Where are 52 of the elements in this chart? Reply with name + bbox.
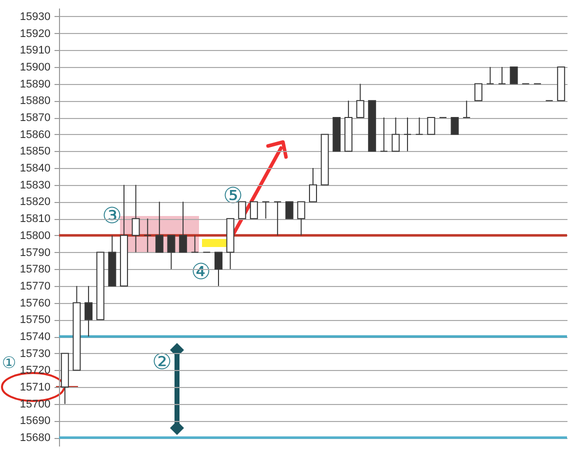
candlestick: [262, 201, 270, 220]
candlestick: [179, 201, 188, 253]
y-tick-label: 15690: [20, 415, 50, 428]
y-tick-label: 15820: [20, 196, 50, 208]
y-tick-label: 15870: [20, 112, 50, 124]
text: ①: [2, 355, 16, 372]
candlestick: [84, 285, 93, 337]
y-tick-label: 15930: [20, 10, 50, 23]
candlestick: [155, 201, 164, 253]
y-tick-label: 15710: [20, 382, 50, 394]
y-tick-label: 15850: [20, 146, 50, 158]
candlestick: [297, 201, 306, 236]
y-tick-label: 15780: [20, 264, 50, 276]
candlestick: [190, 234, 199, 253]
y-tick-label: 15840: [20, 162, 50, 175]
candlestick: [498, 66, 506, 84]
y-tick-label: 15740: [20, 331, 50, 343]
candlestick: [392, 117, 400, 152]
y-tick-label: 15880: [20, 95, 50, 108]
y-tick-label: 15750: [20, 314, 50, 326]
candlestick: [510, 66, 518, 84]
y-tick-label: 15830: [20, 179, 50, 192]
y-tick-label: 15700: [20, 398, 50, 410]
candlestick: [274, 201, 282, 236]
candlestick: [415, 117, 424, 135]
candlestick: [285, 201, 294, 220]
y-tick-label: 15680: [20, 432, 50, 444]
candlestick: [356, 83, 364, 118]
candlestick: [486, 66, 494, 84]
candlestick: [427, 117, 436, 135]
candlestick: [167, 234, 176, 270]
candlestick: [462, 100, 471, 118]
y-tick-label: 15900: [20, 61, 50, 74]
candlestick: [309, 168, 317, 202]
y-tick-label: 15910: [20, 44, 50, 57]
y-tick-label: 15760: [20, 297, 50, 310]
y-tick-label: 15860: [20, 128, 50, 141]
y-tick-label: 15890: [20, 78, 50, 90]
y-tick-label: 15810: [20, 213, 50, 226]
candlestick: [474, 83, 482, 102]
candlestick: [214, 252, 222, 286]
candlestick: [450, 117, 459, 135]
y-tick-label: 15800: [20, 230, 50, 242]
y-tick-label: 15730: [20, 348, 50, 360]
candlestick: [380, 117, 388, 152]
y-tick-label: 15790: [20, 246, 50, 259]
candlestick: [250, 201, 258, 220]
candlestick: [132, 184, 140, 253]
y-tick-label: 15770: [20, 280, 50, 292]
y-tick-label: 15920: [20, 28, 50, 40]
candlestick: [404, 117, 412, 152]
candlestick: [144, 218, 152, 253]
